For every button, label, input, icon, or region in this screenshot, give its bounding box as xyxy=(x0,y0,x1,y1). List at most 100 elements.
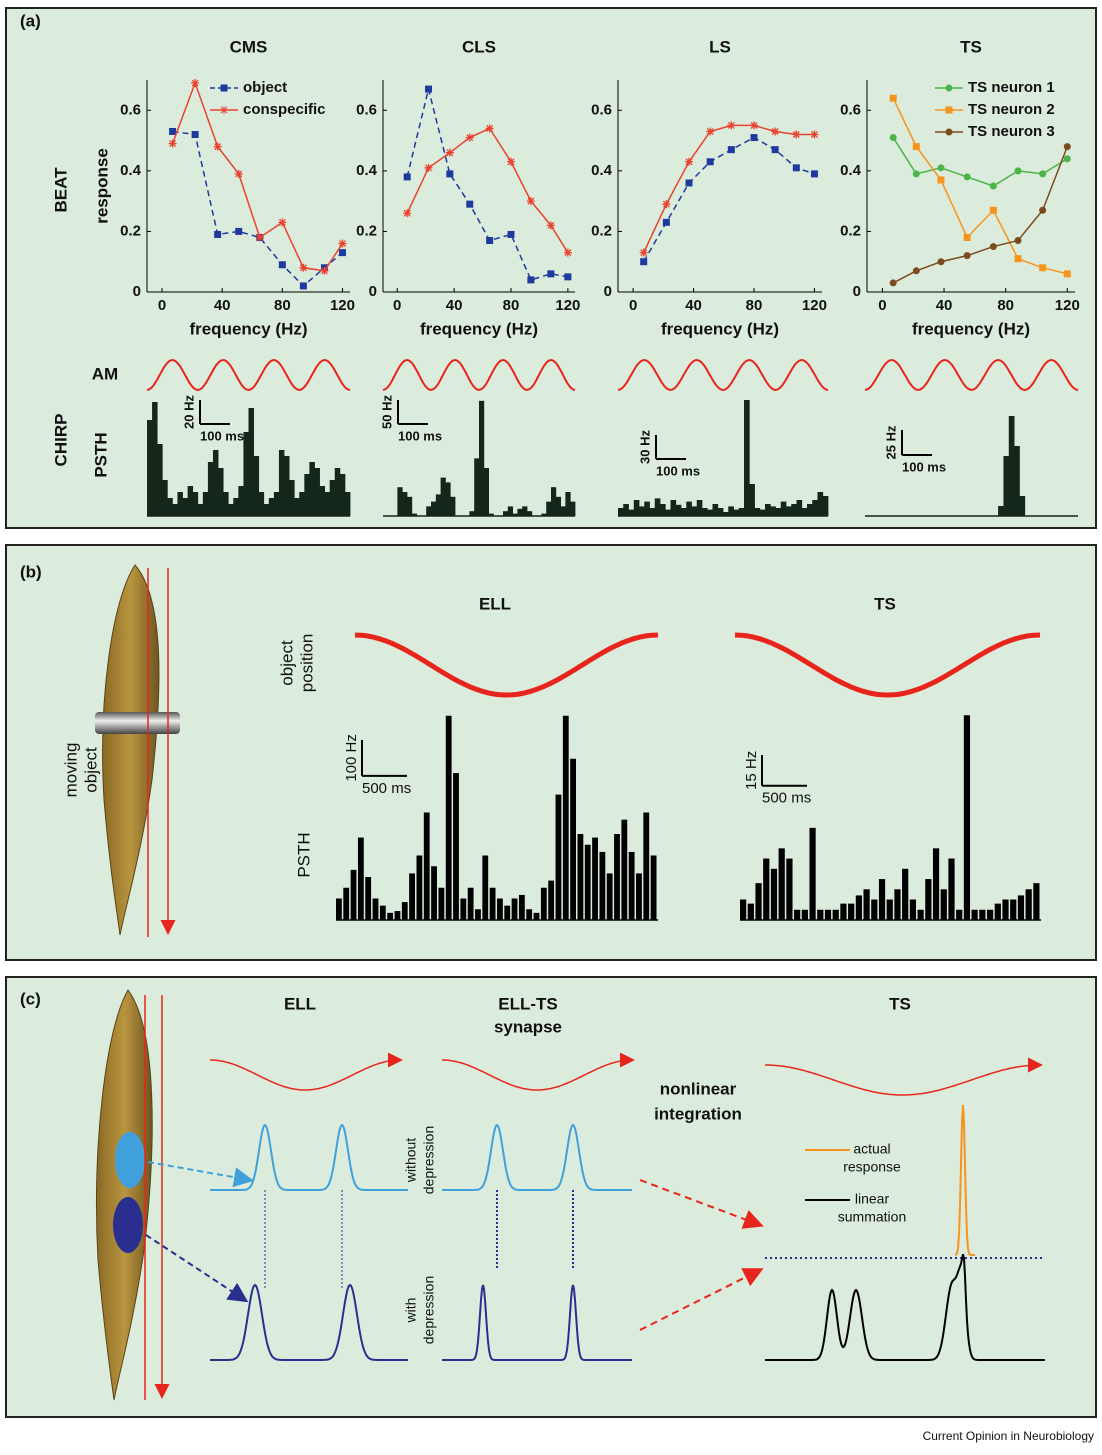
marker xyxy=(338,249,346,257)
psth-bar xyxy=(479,400,485,516)
marker xyxy=(963,173,971,181)
psth-bar xyxy=(526,909,533,920)
y-tick-label: 0.2 xyxy=(591,222,612,239)
psth-bar xyxy=(445,715,452,920)
marker xyxy=(989,206,997,214)
psth-bar xyxy=(917,909,924,920)
psth-bar xyxy=(157,444,163,516)
psth-bar xyxy=(397,487,403,516)
psth-bar xyxy=(475,909,481,920)
marker xyxy=(169,127,177,135)
marker xyxy=(662,200,671,209)
psth-bar xyxy=(357,837,364,920)
psth-bar xyxy=(431,501,437,516)
y-tick-label: 0.2 xyxy=(356,222,377,239)
row-label: CHIRP xyxy=(51,414,70,467)
psth-bar xyxy=(202,492,209,516)
psth-bar xyxy=(675,504,682,516)
psth-bar xyxy=(1014,446,1020,516)
psth-bar xyxy=(812,500,818,516)
psth-bar xyxy=(791,504,797,516)
y-tick-label: 0 xyxy=(604,283,612,300)
marker xyxy=(685,157,694,166)
psth-label: PSTH xyxy=(294,832,313,877)
footer: Current Opinion in Neurobiology xyxy=(923,1429,1094,1443)
psth-bar xyxy=(807,504,813,516)
marker xyxy=(546,221,555,230)
model-curve xyxy=(442,1123,632,1191)
legend-label: actual xyxy=(853,1141,890,1157)
psth-bar xyxy=(503,511,509,516)
psth-bar xyxy=(402,492,408,516)
series-line xyxy=(892,97,1068,275)
marker xyxy=(937,164,945,172)
psth-bar xyxy=(628,851,635,920)
psth-bar xyxy=(956,909,963,920)
psth-bar xyxy=(460,898,467,920)
x-tick-label: 120 xyxy=(802,297,827,314)
psth-bar xyxy=(971,909,978,920)
x-tick-label: 80 xyxy=(503,297,520,314)
psth-bar xyxy=(681,508,687,516)
moving-object-label: moving xyxy=(61,743,80,798)
psth-bar xyxy=(497,898,503,920)
y-axis-label: response xyxy=(92,148,111,224)
psth-bar xyxy=(707,509,713,516)
depression-label: with xyxy=(403,1298,419,1324)
marker xyxy=(191,131,199,139)
psth-bar xyxy=(702,508,708,516)
psth-bar xyxy=(268,498,275,516)
psth-bar xyxy=(909,899,917,920)
psth-bar xyxy=(562,715,569,920)
model-curve xyxy=(210,1123,408,1191)
psth-bar xyxy=(445,482,451,516)
marker xyxy=(963,233,971,241)
marker xyxy=(445,148,454,157)
fish xyxy=(96,989,153,1401)
marker xyxy=(191,79,200,88)
marker xyxy=(937,258,945,266)
marker xyxy=(1063,155,1071,163)
model-curve xyxy=(765,1253,1045,1361)
psth-bar xyxy=(540,887,547,920)
marker xyxy=(685,179,693,187)
psth-bar xyxy=(426,506,432,516)
object-position-label: position xyxy=(297,634,316,693)
scale-label: 500 ms xyxy=(362,780,411,797)
scale-label: 100 Hz xyxy=(343,734,360,782)
arrow xyxy=(147,1161,254,1188)
marker xyxy=(706,158,714,166)
psth-bar xyxy=(438,887,445,920)
psth-bar xyxy=(212,450,219,516)
column-title: ELL xyxy=(479,594,511,613)
integration-label: integration xyxy=(654,1104,742,1123)
arrow xyxy=(639,1268,764,1331)
psth-bar xyxy=(548,880,555,920)
marker xyxy=(792,164,800,172)
psth-bar xyxy=(848,903,855,920)
y-tick-label: 0.4 xyxy=(356,162,378,179)
marker xyxy=(750,134,758,142)
psth-bar xyxy=(167,498,173,516)
psth-bar xyxy=(1033,883,1040,920)
psth-bar xyxy=(450,496,456,516)
psth-bar xyxy=(886,899,893,920)
x-tick-label: 80 xyxy=(997,297,1014,314)
integration-label: nonlinear xyxy=(660,1079,737,1098)
psth-bar xyxy=(555,496,561,516)
scale-label: 30 Hz xyxy=(637,430,652,464)
chart-title: CLS xyxy=(462,37,496,56)
psth-bar xyxy=(435,494,441,516)
psth-bar xyxy=(775,508,782,516)
psth-bar xyxy=(319,486,326,516)
marker xyxy=(771,146,779,154)
marker xyxy=(937,176,945,184)
marker xyxy=(706,127,715,136)
psth-bar xyxy=(986,909,994,920)
psth-bar xyxy=(350,869,357,920)
y-tick-label: 0.4 xyxy=(840,162,862,179)
marker xyxy=(213,142,222,151)
psth-bar xyxy=(948,858,955,920)
marker xyxy=(810,130,819,139)
chart-title: LS xyxy=(709,37,731,56)
